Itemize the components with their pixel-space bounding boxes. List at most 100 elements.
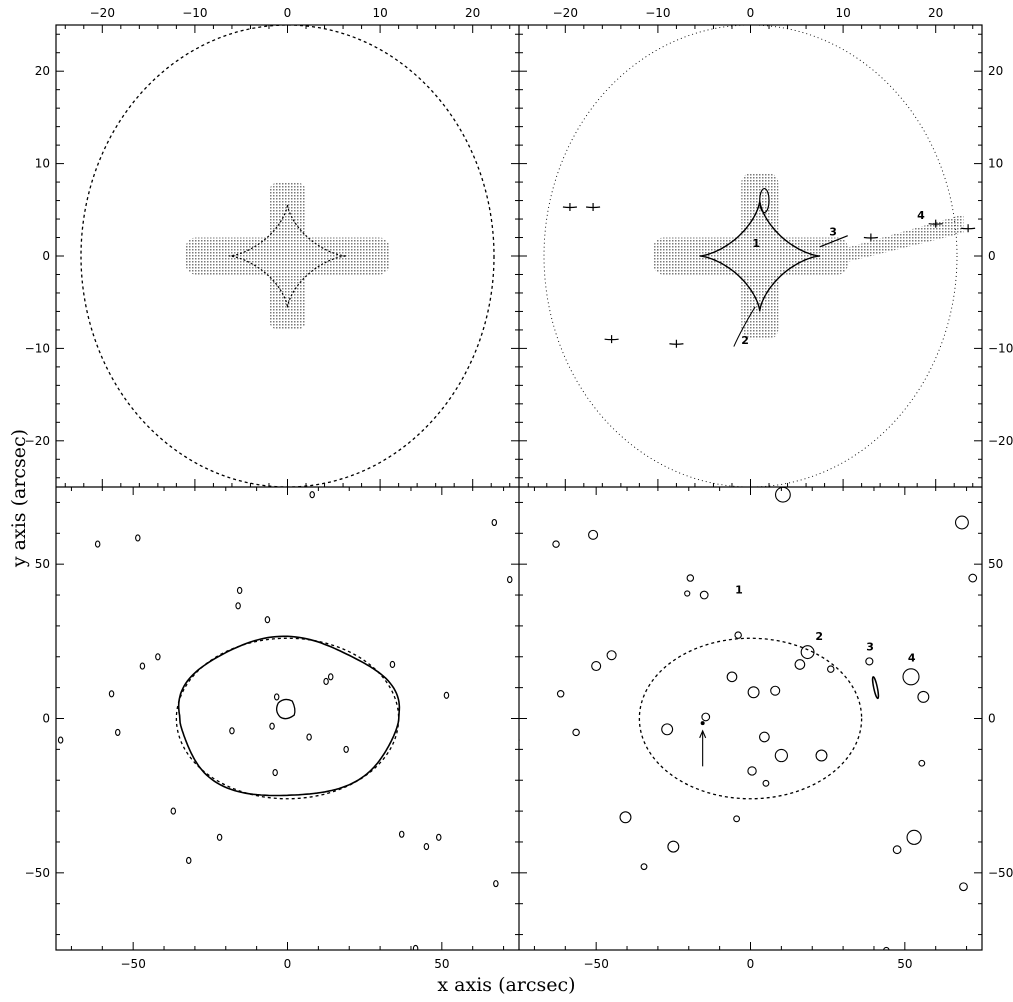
x-tick-label: 10	[835, 6, 850, 20]
x-tick-label: 10	[372, 6, 387, 20]
source-circle	[588, 529, 599, 540]
satellite-caustic	[928, 219, 943, 228]
source-circle	[661, 723, 674, 736]
caustic-arm	[819, 235, 848, 248]
x-tick-label: 20	[928, 6, 943, 20]
source-circle	[883, 946, 890, 950]
y-tick-label: 50	[35, 557, 50, 571]
y-tick-label: −10	[988, 341, 1013, 355]
lensed-image	[235, 602, 241, 610]
x-tick-label: 0	[747, 6, 755, 20]
plot-area: 1 2 3 4	[543, 25, 976, 487]
lensed-image	[94, 540, 101, 548]
shaded-caustic-region	[741, 172, 779, 340]
source-circle	[667, 840, 680, 853]
source-circle	[747, 766, 757, 776]
lensed-image	[412, 944, 419, 950]
feature-label: 3	[829, 226, 837, 239]
lensed-image	[139, 662, 146, 670]
source-circle	[968, 573, 978, 583]
source-circle	[918, 759, 926, 767]
x-tick-label: −10	[182, 6, 207, 20]
source-circle	[865, 657, 874, 666]
satellite-caustic	[562, 203, 578, 212]
lensed-image	[506, 576, 513, 584]
source-circle	[701, 712, 711, 722]
lensed-image	[323, 677, 329, 686]
lensed-image	[389, 660, 396, 669]
y-tick-label: 10	[35, 157, 50, 171]
x-tick-label: 0	[284, 6, 292, 20]
y-tick-label: −20	[25, 434, 50, 448]
source-circle	[892, 845, 902, 855]
y-tick-label: 10	[988, 157, 1003, 171]
plot-area	[80, 25, 495, 487]
source-circle	[759, 731, 770, 743]
source-circle	[800, 645, 815, 660]
source-circle	[774, 748, 788, 763]
x-tick-label: 50	[434, 957, 449, 971]
shaded-caustic-region	[268, 182, 307, 330]
axes: −20 −10 0 10 20 −20 −10 0 10 20	[519, 6, 1013, 487]
feature-label: 4	[917, 209, 925, 222]
satellite-caustic	[961, 224, 976, 233]
lensed-image	[327, 673, 334, 681]
x-tick-label: −50	[584, 957, 609, 971]
x-tick-label: −10	[645, 6, 670, 20]
lensed-image	[309, 491, 315, 499]
axes: −50 0 50 −50 0 50	[25, 487, 519, 971]
x-tick-label: 20	[465, 6, 480, 20]
y-tick-label: −20	[988, 434, 1013, 448]
lensed-image	[185, 856, 192, 865]
lensed-image	[269, 722, 275, 730]
caustic-curve	[699, 200, 820, 312]
source-circle	[775, 487, 791, 503]
source-circle	[734, 631, 742, 639]
critical-curve	[80, 25, 495, 487]
satellite-caustic	[604, 335, 619, 344]
x-tick-label: 0	[747, 957, 755, 971]
y-tick-label: −50	[25, 866, 50, 880]
lensed-image	[264, 616, 271, 624]
source-circle	[770, 685, 781, 696]
lensed-image	[135, 534, 141, 542]
lensed-image	[229, 727, 235, 735]
x-tick-label: 50	[897, 957, 912, 971]
source-circle	[733, 815, 741, 823]
source-circle	[572, 728, 580, 737]
x-tick-label: −20	[553, 6, 578, 20]
source-circle	[827, 665, 835, 673]
source-circle	[726, 671, 738, 683]
axes: −50 0 50 −50 0 50	[519, 487, 1013, 971]
y-tick-label: −50	[988, 866, 1013, 880]
critical-curve	[543, 25, 958, 487]
lensed-image	[170, 807, 177, 815]
y-tick-label: 0	[988, 249, 996, 263]
lensed-image	[236, 586, 243, 594]
source-circle	[699, 590, 709, 600]
y-tick-label: 20	[35, 64, 50, 78]
lensed-image	[108, 690, 115, 698]
lensed-image	[57, 736, 64, 744]
lensed-image	[272, 768, 278, 777]
source-circle	[552, 540, 560, 548]
y-tick-label: 50	[988, 557, 1003, 571]
y-tick-label: −10	[25, 341, 50, 355]
lensed-image	[273, 693, 280, 701]
shaded-caustic-region	[833, 214, 964, 266]
satellite-caustic	[669, 339, 684, 348]
lensed-image	[306, 733, 312, 741]
source-circle	[906, 829, 922, 845]
source-circle	[591, 660, 602, 672]
source-circle	[640, 863, 648, 871]
lensed-image	[398, 830, 405, 838]
source-circle	[794, 659, 806, 670]
panel-bottom-left: −50 0 50 −50 0 50	[25, 487, 519, 971]
lensed-image	[443, 691, 450, 699]
arrow-head	[699, 729, 707, 739]
source-circle	[519, 737, 520, 743]
lensed-image	[423, 843, 430, 851]
x-tick-label: 0	[284, 957, 292, 971]
feature-label: 2	[815, 630, 823, 643]
